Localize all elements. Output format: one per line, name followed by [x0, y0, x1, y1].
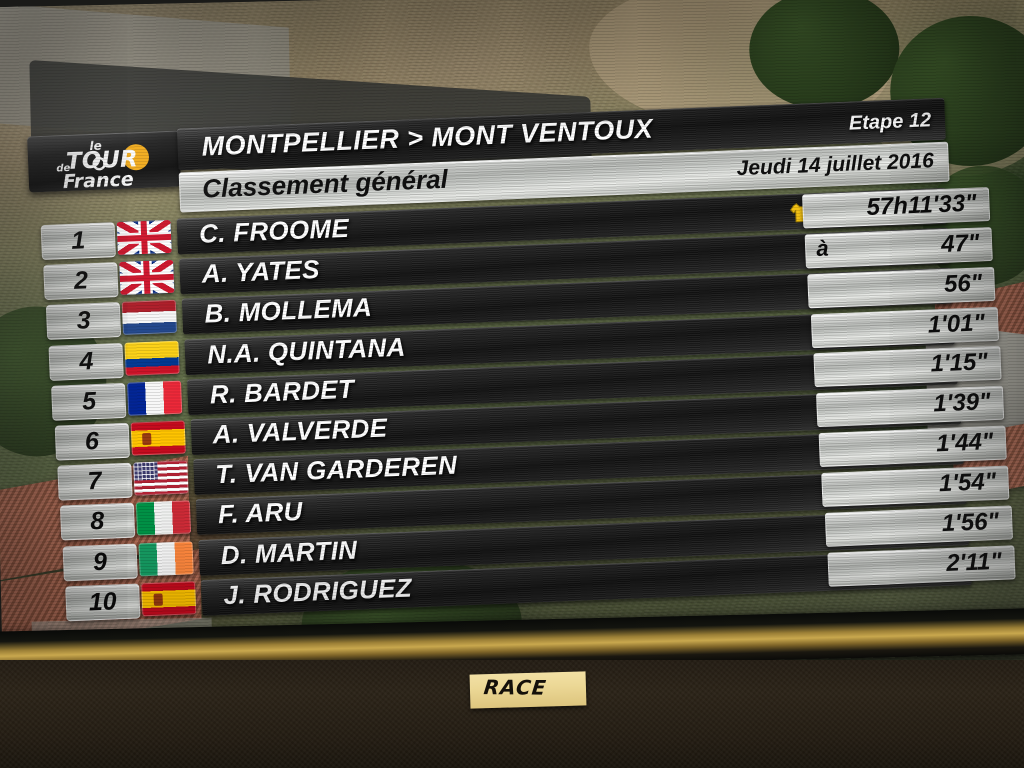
- country-flag-icon: [138, 540, 194, 577]
- rank-value: 6: [84, 426, 100, 456]
- broadcast-date: Jeudi 14 juillet 2016: [736, 149, 935, 181]
- rank-badge: 8: [59, 503, 135, 541]
- time-value: 47": [940, 229, 980, 258]
- svg-text:de: de: [56, 163, 71, 175]
- rank-value: 2: [73, 266, 89, 295]
- country-flag-icon: [127, 380, 183, 416]
- country-flag-icon: [132, 460, 189, 496]
- time-value: 1'39": [932, 388, 992, 418]
- rank-badge: 9: [62, 543, 138, 582]
- time-value: 56": [943, 269, 983, 298]
- rank-badge: 6: [54, 422, 130, 461]
- rank-badge: 5: [51, 382, 127, 421]
- tape-label-text: RACE: [482, 675, 548, 700]
- rider-name: C. FROOME: [198, 212, 350, 249]
- country-flag-icon: [121, 300, 178, 336]
- country-flag-icon: [124, 340, 180, 376]
- rank-value: 9: [92, 547, 108, 576]
- time-value: 57h11'33": [865, 189, 978, 221]
- country-flag-icon: [135, 500, 191, 536]
- rank-value: 10: [88, 587, 118, 617]
- rank-badge: 10: [65, 583, 141, 622]
- rider-name: F. ARU: [217, 496, 304, 530]
- standings-list: 1C. FROOMESKY57h11'33"2A. YATESOBEà47"3B…: [27, 98, 1016, 622]
- tour-de-france-logo: le TOUR de France: [27, 130, 182, 193]
- rider-name: N.A. QUINTANA: [206, 331, 407, 370]
- rider-name: D. MARTIN: [220, 534, 358, 570]
- tv-screen: le TOUR de France MONTPELLIER > MONT VEN…: [0, 0, 1024, 688]
- rank-badge: 2: [43, 262, 119, 301]
- tape-label: RACE: [469, 671, 587, 709]
- gap-prefix: à: [815, 235, 830, 261]
- rank-badge: 4: [48, 342, 125, 381]
- rider-name: A. YATES: [201, 254, 321, 289]
- country-flag-icon: [116, 219, 172, 256]
- svg-text:le: le: [89, 139, 102, 153]
- time-value: 1'01": [927, 308, 986, 339]
- rider-name: J. RODRIGUEZ: [222, 572, 413, 610]
- rank-badge: 1: [40, 222, 116, 261]
- rank-badge: 3: [46, 302, 122, 341]
- country-flag-icon: [119, 260, 175, 296]
- rank-value: 5: [81, 386, 97, 416]
- time-value: 2'11": [945, 547, 1003, 577]
- rank-value: 7: [87, 467, 103, 496]
- rider-name: T. VAN GARDEREN: [214, 449, 458, 490]
- rider-name: A. VALVERDE: [212, 412, 388, 450]
- rank-value: 3: [76, 306, 92, 336]
- svg-text:France: France: [62, 168, 134, 192]
- rider-name: R. BARDET: [209, 373, 355, 410]
- table-row: 1C. FROOMESKY57h11'33": [31, 186, 991, 263]
- rank-value: 8: [89, 507, 105, 536]
- time-value: 1'44": [935, 428, 994, 458]
- time-value: 1'15": [930, 348, 989, 378]
- rank-value: 4: [78, 346, 94, 376]
- time-value: 1'56": [941, 507, 1000, 537]
- rider-name: B. MOLLEMA: [203, 292, 373, 329]
- country-flag-icon: [140, 581, 197, 617]
- classification-title: Classement général: [201, 163, 449, 204]
- rank-badge: 7: [56, 462, 133, 501]
- rank-value: 1: [70, 226, 86, 255]
- country-flag-icon: [130, 420, 186, 456]
- time-value: 1'54": [938, 467, 997, 498]
- svg-text:TOUR: TOUR: [66, 146, 139, 175]
- classification-graphic: le TOUR de France MONTPELLIER > MONT VEN…: [27, 97, 1016, 644]
- stage-number-label: Etape 12: [848, 109, 932, 135]
